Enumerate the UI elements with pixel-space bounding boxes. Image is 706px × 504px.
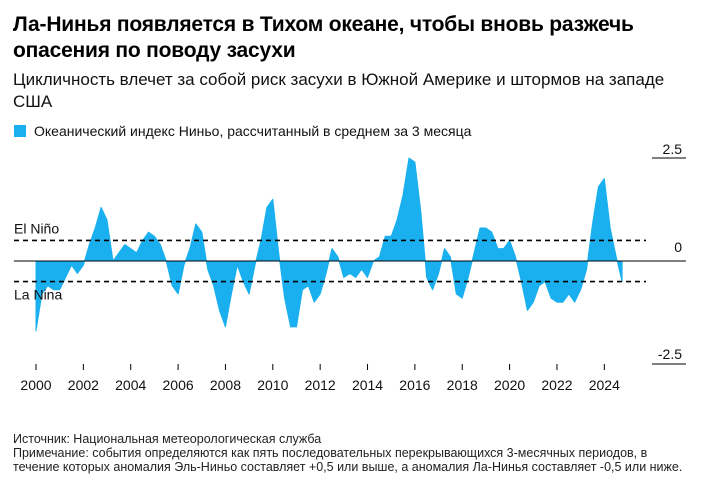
methodology-note: Примечание: события определяются как пят… bbox=[13, 446, 683, 474]
x-tick-label: 2020 bbox=[494, 377, 525, 393]
x-tick-label: 2022 bbox=[541, 377, 572, 393]
x-tick-label: 2006 bbox=[163, 377, 194, 393]
y-tick-label: -2.5 bbox=[658, 346, 682, 362]
threshold-label-la-nina: La Nina bbox=[14, 287, 62, 303]
x-tick-label: 2012 bbox=[305, 377, 336, 393]
x-tick-label: 2002 bbox=[68, 377, 99, 393]
chart-subtitle: Цикличность влечет за собой риск засухи … bbox=[13, 70, 665, 111]
x-tick-label: 2024 bbox=[589, 377, 620, 393]
legend-label: Океанический индекс Ниньо, рассчитанный … bbox=[34, 123, 472, 139]
x-tick-label: 2008 bbox=[210, 377, 241, 393]
legend: Океанический индекс Ниньо, рассчитанный … bbox=[14, 123, 471, 139]
y-tick-label: 0 bbox=[674, 239, 682, 255]
x-tick-label: 2004 bbox=[115, 377, 146, 393]
x-tick-label: 2014 bbox=[352, 377, 383, 393]
oni-area bbox=[35, 157, 623, 332]
x-tick-label: 2000 bbox=[20, 377, 51, 393]
threshold-label-el-nino: El Niño bbox=[14, 220, 59, 236]
footer: Источник: Национальная метеорологическая… bbox=[13, 432, 693, 474]
legend-swatch bbox=[14, 125, 26, 137]
y-tick-label: 2.5 bbox=[663, 141, 683, 157]
x-tick-label: 2018 bbox=[447, 377, 478, 393]
source-note: Источник: Национальная метеорологическая… bbox=[13, 432, 322, 446]
chart-title: Ла-Нинья появляется в Тихом океане, чтоб… bbox=[13, 13, 634, 62]
oni-chart: El Niño La Nina 2.5 0 -2.5 2000 2002 2004 2006 20… bbox=[14, 141, 686, 393]
x-tick-label: 2010 bbox=[257, 377, 288, 393]
x-tick-label: 2016 bbox=[399, 377, 430, 393]
